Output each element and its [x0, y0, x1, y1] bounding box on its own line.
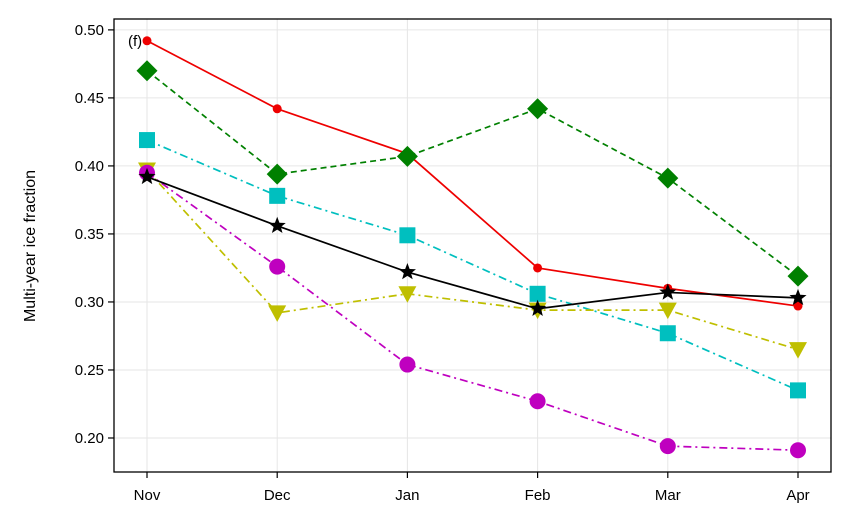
data-point [659, 438, 676, 455]
data-point [790, 442, 806, 459]
y-tick-label: 0.25 [75, 362, 104, 379]
data-point [659, 283, 677, 300]
y-tick-label: 0.35 [75, 226, 104, 243]
series-line [146, 169, 799, 351]
data-point [269, 187, 286, 204]
data-point [658, 302, 677, 320]
data-point [529, 299, 547, 317]
data-point [142, 36, 152, 46]
data-point [789, 288, 807, 306]
y-tick-label: 0.20 [75, 430, 104, 447]
data-point [787, 265, 809, 287]
data-point [529, 285, 546, 302]
data-point [138, 167, 156, 185]
x-tick-label: Feb [525, 487, 551, 504]
panel-label: (f) [128, 33, 142, 50]
data-point [533, 263, 543, 273]
x-tick-label: Jan [395, 487, 419, 504]
data-point [527, 98, 549, 120]
data-point [268, 305, 287, 322]
data-point [399, 356, 416, 373]
data-point [657, 167, 679, 189]
data-point [398, 263, 416, 280]
data-point [269, 258, 286, 275]
data-point [789, 342, 807, 359]
data-point [266, 163, 288, 185]
series-line [146, 40, 799, 307]
y-tick-label: 0.40 [75, 158, 104, 175]
series-group [136, 36, 809, 459]
data-point [272, 104, 282, 114]
data-point [136, 60, 158, 82]
data-point [396, 145, 418, 167]
series-line [146, 172, 799, 452]
x-tick-label: Apr [786, 487, 809, 504]
series-line [146, 176, 799, 310]
y-tick-label: 0.30 [75, 294, 104, 311]
plot-background [114, 19, 831, 472]
plot-frame [113, 18, 832, 473]
series-black-star-solid [138, 167, 807, 317]
y-axis-label: Multi-year ice fraction [22, 170, 39, 322]
data-point [398, 286, 417, 303]
data-point [399, 227, 416, 244]
y-tick-label: 0.50 [75, 22, 104, 39]
y-axis: 0.20 0.25 0.30 0.35 0.40 0.45 0.50 [75, 22, 114, 447]
series-green-diamond-dashed [136, 60, 809, 287]
x-tick-label: Dec [264, 487, 291, 504]
data-point [659, 325, 676, 342]
series-line [146, 70, 799, 277]
data-point [790, 382, 806, 399]
x-axis: Nov Dec Jan Feb Mar Apr [134, 472, 810, 504]
series-cyan-square-dashdot [139, 132, 806, 399]
data-point [268, 216, 286, 234]
series-line [146, 139, 799, 392]
x-tick-label: Nov [134, 487, 161, 504]
x-tick-label: Mar [655, 487, 681, 504]
series-magenta-circle-dashdot [139, 164, 806, 459]
y-tick-label: 0.45 [75, 90, 104, 107]
data-point [139, 132, 155, 149]
data-point [793, 301, 803, 311]
data-point [529, 393, 546, 410]
